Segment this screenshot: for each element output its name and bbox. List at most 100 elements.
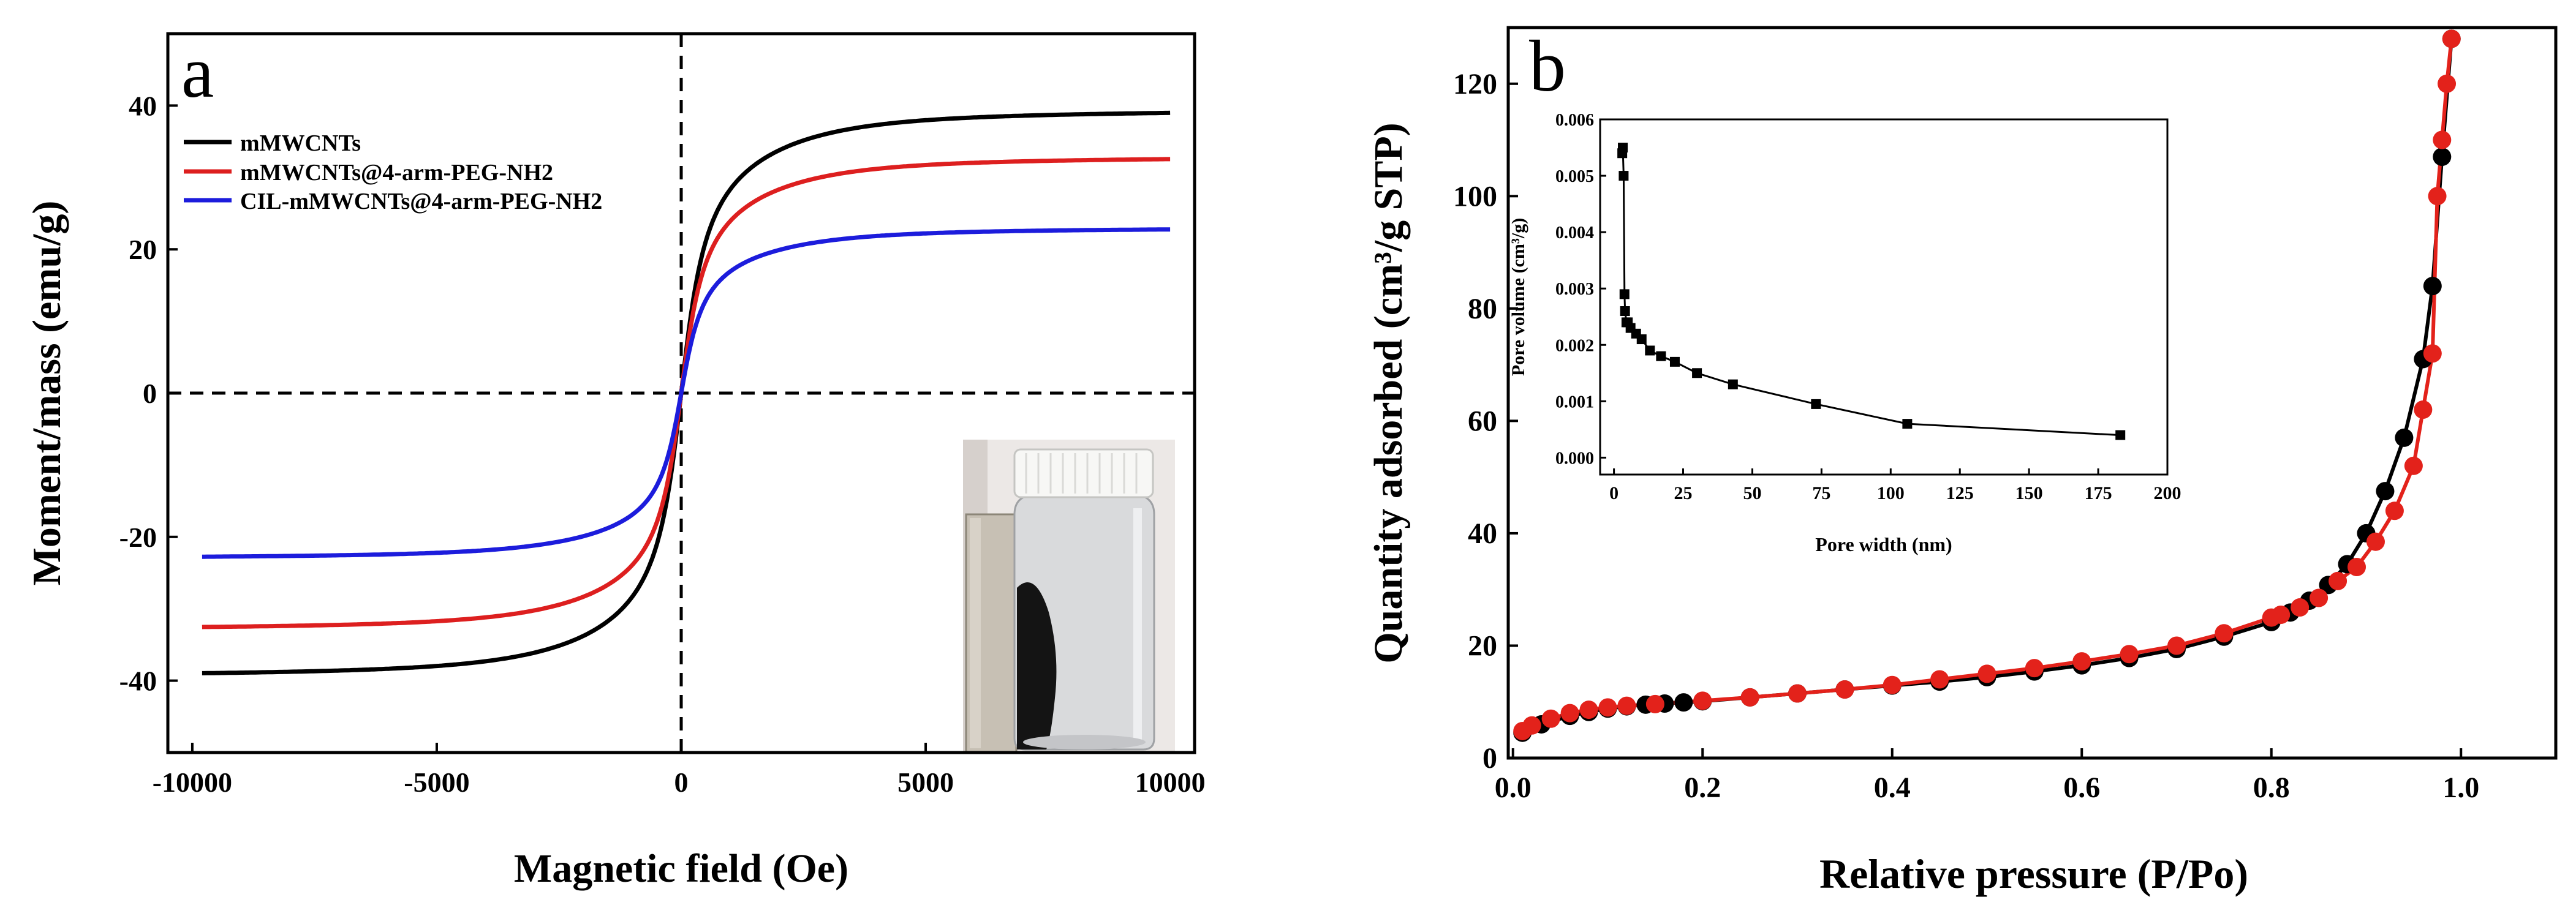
adsorption-point (2376, 482, 2395, 501)
desorption-point (1598, 698, 1617, 717)
y-tick-label: 60 (1468, 405, 1497, 437)
panel-b-axes-frame (1506, 26, 2558, 760)
vial-cap (1013, 448, 1154, 498)
x-tick-label: -5000 (404, 767, 469, 798)
inset-y-tick-label: 0.004 (1555, 223, 1594, 242)
x-tick-label: 0.6 (2063, 772, 2100, 804)
panel-a: -10000 -5000 0 5000 10000 -40 -20 0 20 40 (25, 31, 1206, 891)
x-tick-label: 0.8 (2253, 772, 2290, 804)
inset-x-tick-label: 125 (1946, 483, 1974, 503)
desorption-point (2072, 652, 2091, 671)
desorption-point (2329, 571, 2347, 590)
pore-distribution-point (1618, 143, 1628, 153)
inset-x-tick-label: 175 (2085, 483, 2112, 503)
inset-x-tick-label: 25 (1674, 483, 1693, 503)
desorption-point (2310, 588, 2329, 607)
desorption-point (2120, 645, 2139, 664)
legend-label-mmwcnts: mMWCNTs (240, 130, 361, 156)
panel-a-curves (202, 110, 1171, 675)
x-tick-label: 10000 (1135, 767, 1206, 798)
desorption-point (1930, 670, 1949, 689)
desorption-point (2433, 130, 2452, 149)
desorption-point (2414, 400, 2433, 419)
pore-distribution-point (1728, 379, 1738, 389)
inset-y-axis-title: Pore volume (cm³/g) (1508, 218, 1528, 376)
panel-a-letter: a (181, 31, 214, 113)
adsorption-point (2433, 148, 2452, 167)
pore-distribution-point (1636, 334, 1647, 345)
y-tick-label: 40 (129, 90, 157, 121)
magnetization-curve-3 (202, 227, 1171, 559)
y-tick-label: 0 (1483, 742, 1497, 775)
x-tick-label: 5000 (897, 767, 954, 798)
inset-x-tick-label: 75 (1812, 483, 1830, 503)
inset-axes-frame (1599, 118, 2169, 476)
y-tick-label: 20 (129, 234, 157, 265)
pore-distribution-point (1619, 289, 1630, 299)
inset-y-tick-label: 0.006 (1555, 111, 1594, 130)
panel-b-isotherm (1513, 29, 2461, 742)
panel-a-legend: mMWCNTs mMWCNTs@4-arm-PEG-NH2 CIL-mMWCNT… (184, 130, 602, 214)
vial-glass-highlight (1133, 508, 1142, 741)
pore-distribution-point (1811, 399, 1821, 409)
desorption-point (2167, 636, 2186, 655)
pore-distribution-point (2115, 430, 2126, 440)
pore-distribution-point (1645, 345, 1655, 356)
inset-background (1654, 119, 2169, 462)
y-tick-label: 120 (1453, 68, 1497, 100)
y-tick-label: 80 (1468, 293, 1497, 325)
desorption-point (1883, 675, 1902, 694)
desorption-point (2347, 557, 2366, 576)
vial-cap-ridges (1025, 453, 1138, 494)
desorption-point (1788, 684, 1807, 703)
desorption-point (2428, 187, 2447, 206)
inset-ticks: 0 25 50 75 100 125 150 175 200 0.000 0.001 0.002 0.0… (1555, 111, 2181, 503)
desorption-point (1835, 680, 1854, 699)
panel-b: 0.0 0.2 0.4 0.6 0.8 1.0 0 20 40 60 80 100 120 b Rela… (1366, 25, 2558, 897)
pore-distribution-point (1656, 351, 1666, 361)
inset-x-tick-label: 150 (2015, 483, 2043, 503)
desorption-point (2215, 624, 2234, 643)
y-tick-label: 0 (143, 378, 157, 409)
desorption-point (1617, 696, 1636, 715)
x-tick-label: -10000 (153, 767, 232, 798)
inset-x-tick-label: 200 (2154, 483, 2181, 503)
vial-liquid-bottom (1023, 735, 1146, 749)
magnet-vial-photo (963, 440, 1175, 753)
inset-x-tick-label: 0 (1609, 483, 1618, 503)
panel-b-y-axis-title: Quantity adsorbed (cm³/g STP) (1366, 122, 1411, 663)
desorption-point (2025, 659, 2044, 678)
desorption-point (2404, 456, 2423, 475)
desorption-point (1541, 709, 1560, 728)
inset-x-tick-label: 50 (1743, 483, 1761, 503)
panel-a-x-axis-title: Magnetic field (Oe) (514, 846, 848, 891)
inset-x-tick-label: 100 (1877, 483, 1905, 503)
panel-b-x-axis-title: Relative pressure (P/Po) (1819, 851, 2248, 897)
y-tick-label: -40 (119, 666, 157, 697)
inset-y-tick-label: 0.000 (1555, 449, 1594, 468)
adsorption-point (2423, 277, 2442, 296)
x-tick-label: 0 (674, 767, 689, 798)
inset-y-tick-label: 0.001 (1555, 392, 1594, 411)
desorption-point (2438, 74, 2457, 93)
panel-a-axes-frame (166, 32, 1196, 754)
y-tick-label: 40 (1468, 517, 1497, 550)
x-tick-label: 1.0 (2442, 772, 2479, 804)
pore-distribution-point (1902, 419, 1913, 429)
desorption-point (1579, 700, 1598, 719)
inset-y-tick-label: 0.002 (1555, 336, 1594, 355)
adsorption-point (1674, 693, 1693, 712)
pore-distribution-point (1692, 368, 1702, 378)
y-tick-label: 100 (1453, 180, 1497, 212)
legend-label-peg: mMWCNTs@4-arm-PEG-NH2 (240, 160, 553, 186)
panel-a-y-axis-title: Moment/mass (emu/g) (25, 201, 69, 586)
desorption-point (1513, 721, 1532, 740)
desorption-point (1693, 691, 1712, 710)
inset-y-tick-label: 0.003 (1555, 280, 1594, 299)
pore-distribution-point (1669, 356, 1680, 367)
desorption-point (2366, 532, 2385, 551)
panel-b-inset: 0 25 50 75 100 125 150 175 200 0.000 0.001 0.002 0.0… (1508, 111, 2181, 555)
panel-b-letter: b (1529, 25, 1566, 107)
desorption-point (1740, 688, 1759, 707)
